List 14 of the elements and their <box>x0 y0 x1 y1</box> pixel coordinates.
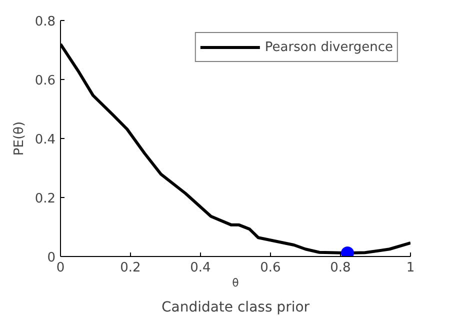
text: Candidate class prior <box>161 300 310 316</box>
x-tick-label: 1 <box>406 260 415 276</box>
legend-label: Pearson divergence <box>264 40 393 54</box>
x-axis-title: θ <box>232 276 240 290</box>
y-tick-label: 0.2 <box>34 192 56 206</box>
x-tick-label: 0.8 <box>330 260 351 276</box>
y-tick-label: 0.6 <box>34 74 56 88</box>
y-tick-label: 0.8 <box>34 14 56 30</box>
y-tick-label: 0.4 <box>34 132 56 148</box>
x-tick-label: 0.2 <box>120 260 141 276</box>
x-tick-label: 0.6 <box>260 260 281 276</box>
y-tick-label: 0 <box>47 250 56 266</box>
x-tick-label: 0.4 <box>190 260 211 276</box>
y-axis-title: PE(θ) <box>12 121 27 156</box>
